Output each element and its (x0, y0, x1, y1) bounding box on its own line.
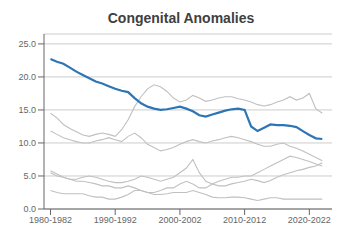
html-text:Congenital Anomalies: Congenital Anomalies (107, 10, 255, 26)
svg-text:5.0: 5.0 (23, 171, 36, 181)
svg-text:0.0: 0.0 (23, 204, 36, 214)
svg-text:2000-2002: 2000-2002 (158, 215, 201, 225)
svg-text:1990-1992: 1990-1992 (94, 215, 137, 225)
svg-text:15.0: 15.0 (18, 105, 36, 115)
svg-text:2020-2022: 2020-2022 (288, 215, 331, 225)
svg-text:2010-2012: 2010-2012 (223, 215, 266, 225)
svg-text:1980-1982: 1980-1982 (29, 215, 72, 225)
svg-text:25.0: 25.0 (18, 39, 36, 49)
svg-text:10.0: 10.0 (18, 138, 36, 148)
svg-text:20.0: 20.0 (18, 72, 36, 82)
